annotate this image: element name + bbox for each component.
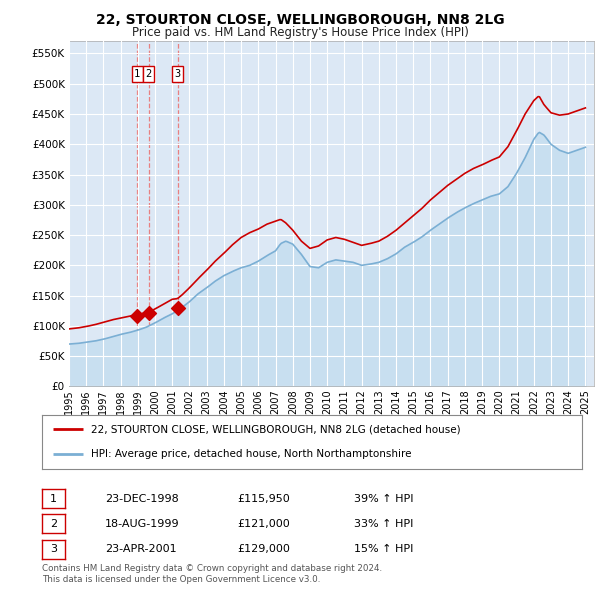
Text: 2: 2 [146,69,152,79]
Text: 15% ↑ HPI: 15% ↑ HPI [354,545,413,554]
Text: 22, STOURTON CLOSE, WELLINGBOROUGH, NN8 2LG: 22, STOURTON CLOSE, WELLINGBOROUGH, NN8 … [95,13,505,27]
Text: 1: 1 [134,69,140,79]
Text: HPI: Average price, detached house, North Northamptonshire: HPI: Average price, detached house, Nort… [91,450,411,460]
Text: 33% ↑ HPI: 33% ↑ HPI [354,519,413,529]
Text: 23-APR-2001: 23-APR-2001 [105,545,176,554]
Text: 2: 2 [50,519,57,529]
Point [133,312,142,321]
Text: 22, STOURTON CLOSE, WELLINGBOROUGH, NN8 2LG (detached house): 22, STOURTON CLOSE, WELLINGBOROUGH, NN8 … [91,424,460,434]
Text: Contains HM Land Registry data © Crown copyright and database right 2024.: Contains HM Land Registry data © Crown c… [42,565,382,573]
Point [144,309,154,318]
Text: 3: 3 [50,545,57,554]
Text: £129,000: £129,000 [237,545,290,554]
Text: £121,000: £121,000 [237,519,290,529]
Text: 23-DEC-1998: 23-DEC-1998 [105,494,179,503]
Point [173,304,182,313]
Text: This data is licensed under the Open Government Licence v3.0.: This data is licensed under the Open Gov… [42,575,320,584]
Text: £115,950: £115,950 [237,494,290,503]
Text: 39% ↑ HPI: 39% ↑ HPI [354,494,413,503]
Text: 18-AUG-1999: 18-AUG-1999 [105,519,179,529]
Text: 3: 3 [175,69,181,79]
Text: 1: 1 [50,494,57,503]
Text: Price paid vs. HM Land Registry's House Price Index (HPI): Price paid vs. HM Land Registry's House … [131,26,469,39]
